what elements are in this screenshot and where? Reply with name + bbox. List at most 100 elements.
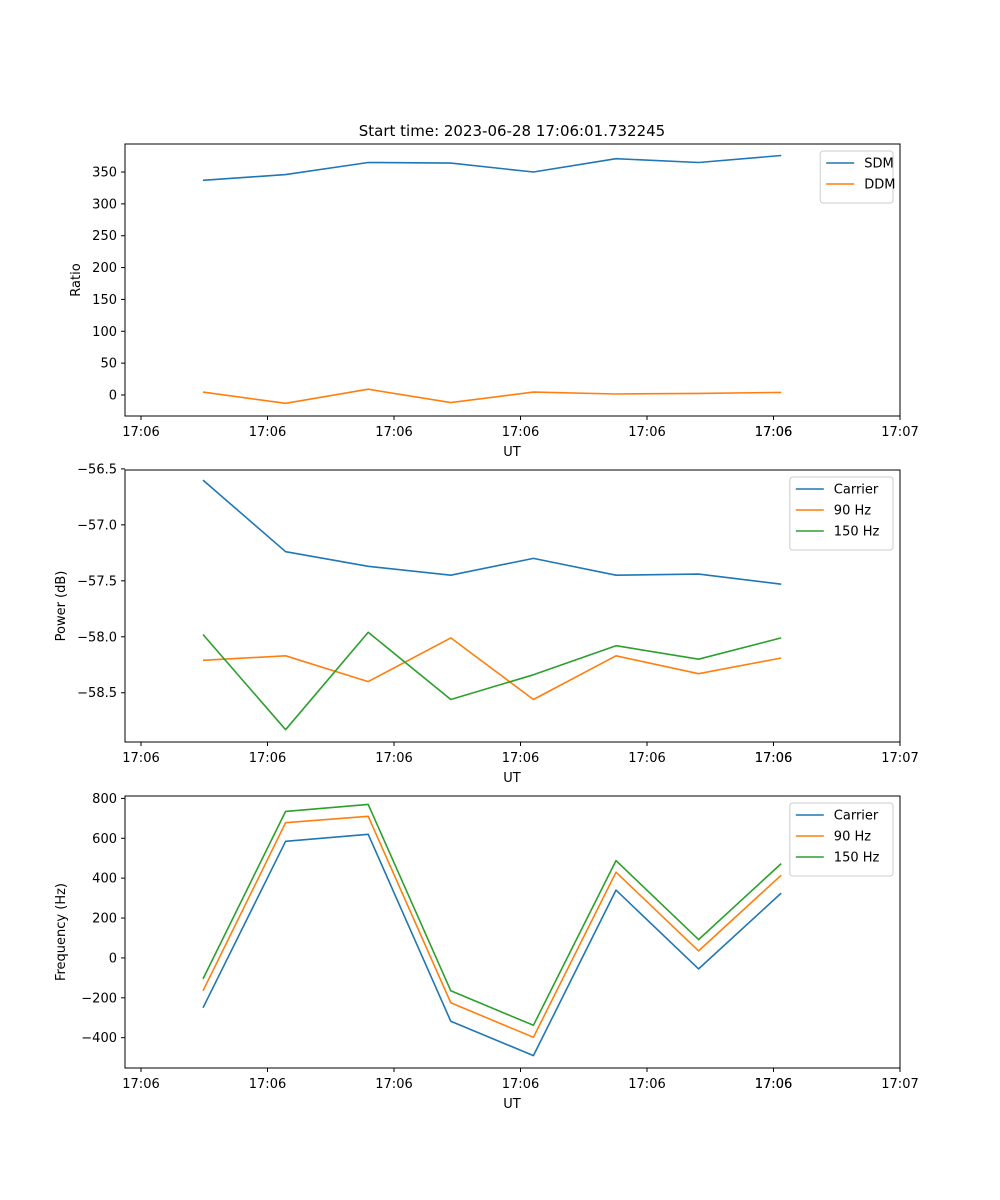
data-point	[533, 1055, 535, 1057]
data-point	[780, 863, 782, 865]
y-tick-label: −56.5	[77, 462, 117, 477]
data-point	[285, 841, 287, 843]
series-line-1	[202, 154, 782, 182]
data-point	[780, 155, 782, 157]
data-point	[285, 811, 287, 813]
y-tick-label: −200	[81, 991, 117, 1006]
data-point	[450, 990, 452, 992]
data-point	[533, 1037, 535, 1039]
y-tick-label: −57.5	[77, 574, 117, 589]
y-tick-label: 300	[92, 197, 117, 212]
data-point	[698, 162, 700, 164]
data-point	[698, 968, 700, 970]
x-tick-label: 17:06	[122, 1077, 159, 1092]
data-point	[202, 990, 204, 992]
data-point	[202, 391, 204, 393]
data-point	[202, 634, 204, 636]
axes-frame	[124, 469, 901, 743]
data-point	[285, 403, 287, 405]
x-tick-label: 17:06	[375, 1077, 412, 1092]
data-point	[698, 939, 700, 941]
y-tick-label: 200	[92, 912, 117, 927]
data-point	[698, 393, 700, 395]
data-point	[202, 660, 204, 662]
data-point	[367, 804, 369, 806]
legend-label: 150 Hz	[834, 851, 880, 866]
data-point	[533, 171, 535, 173]
data-point	[780, 657, 782, 659]
x-tick-label: 17:06	[755, 751, 792, 766]
data-point	[450, 574, 452, 576]
data-point	[285, 729, 287, 731]
x-tick-label: 17:06	[755, 1077, 792, 1092]
x-tick-label: 17:06	[502, 751, 539, 766]
legend-box	[819, 150, 894, 204]
x-tick-label: 17:06	[628, 1077, 665, 1092]
x-tick-label: 17:06	[375, 425, 412, 440]
data-point	[615, 158, 617, 160]
data-point	[367, 388, 369, 390]
data-point	[367, 681, 369, 683]
data-point	[533, 674, 535, 676]
legend: SDM DDM	[819, 150, 895, 204]
x-tick-label: 17:06	[122, 751, 159, 766]
legend-label: 150 Hz	[834, 525, 880, 540]
data-point	[367, 632, 369, 634]
data-point	[450, 637, 452, 639]
x-tick-label: 17:06	[249, 425, 286, 440]
x-tick-label: 17:06	[628, 425, 665, 440]
data-point	[780, 637, 782, 639]
data-point	[615, 871, 617, 873]
y-tick-label: 0	[109, 951, 117, 966]
data-point	[285, 174, 287, 176]
data-point	[780, 892, 782, 894]
x-tick-label: 17:06	[755, 751, 792, 766]
y-tick-label: 600	[92, 832, 117, 847]
y-tick-label: 100	[92, 325, 117, 340]
data-point	[780, 583, 782, 585]
data-point	[202, 978, 204, 980]
data-point	[615, 393, 617, 395]
x-tick-label: 17:07	[881, 1077, 918, 1092]
series-line-2	[202, 815, 782, 1039]
data-point	[285, 551, 287, 553]
series-line-3	[202, 631, 782, 731]
x-tick-label: 17:06	[375, 751, 412, 766]
figure-title: Start time: 2023-06-28 17:06:01.732245	[359, 122, 665, 140]
data-point	[202, 479, 204, 481]
data-point	[533, 391, 535, 393]
data-point	[533, 1025, 535, 1027]
y-axis-label: Power (dB)	[54, 571, 69, 642]
data-point	[450, 699, 452, 701]
charts: 17:06 17:06 17:06 17:06 17:06 17:06 17:06 17:07…	[54, 143, 919, 1112]
data-point	[615, 645, 617, 647]
legend-label: 90 Hz	[834, 830, 871, 845]
legend-label: SDM	[864, 157, 893, 172]
data-point	[450, 402, 452, 404]
y-tick-label: −58.5	[77, 686, 117, 701]
data-point	[698, 673, 700, 675]
data-point	[615, 860, 617, 862]
data-point	[367, 816, 369, 818]
data-point	[367, 566, 369, 568]
y-tick-label: 800	[92, 792, 117, 807]
series-line-1	[202, 833, 782, 1057]
y-tick-label: 400	[92, 872, 117, 887]
data-point	[202, 180, 204, 182]
y-axis-label: Ratio	[69, 263, 84, 296]
legend: Carrier 90 Hz 150 Hz	[789, 476, 894, 551]
y-axis-label: Frequency (Hz)	[54, 883, 69, 981]
x-tick-label: 17:06	[755, 425, 792, 440]
y-tick-label: 350	[92, 166, 117, 181]
y-tick-label: −57.0	[77, 518, 117, 533]
data-point	[202, 1007, 204, 1009]
x-tick-label: 17:06	[502, 425, 539, 440]
y-tick-label: 200	[92, 261, 117, 276]
data-point	[615, 889, 617, 891]
data-point	[285, 655, 287, 657]
x-tick-label: 17:06	[755, 1077, 792, 1092]
x-axis-label: UT	[503, 771, 521, 786]
x-tick-label: 17:06	[122, 425, 159, 440]
data-point	[615, 655, 617, 657]
